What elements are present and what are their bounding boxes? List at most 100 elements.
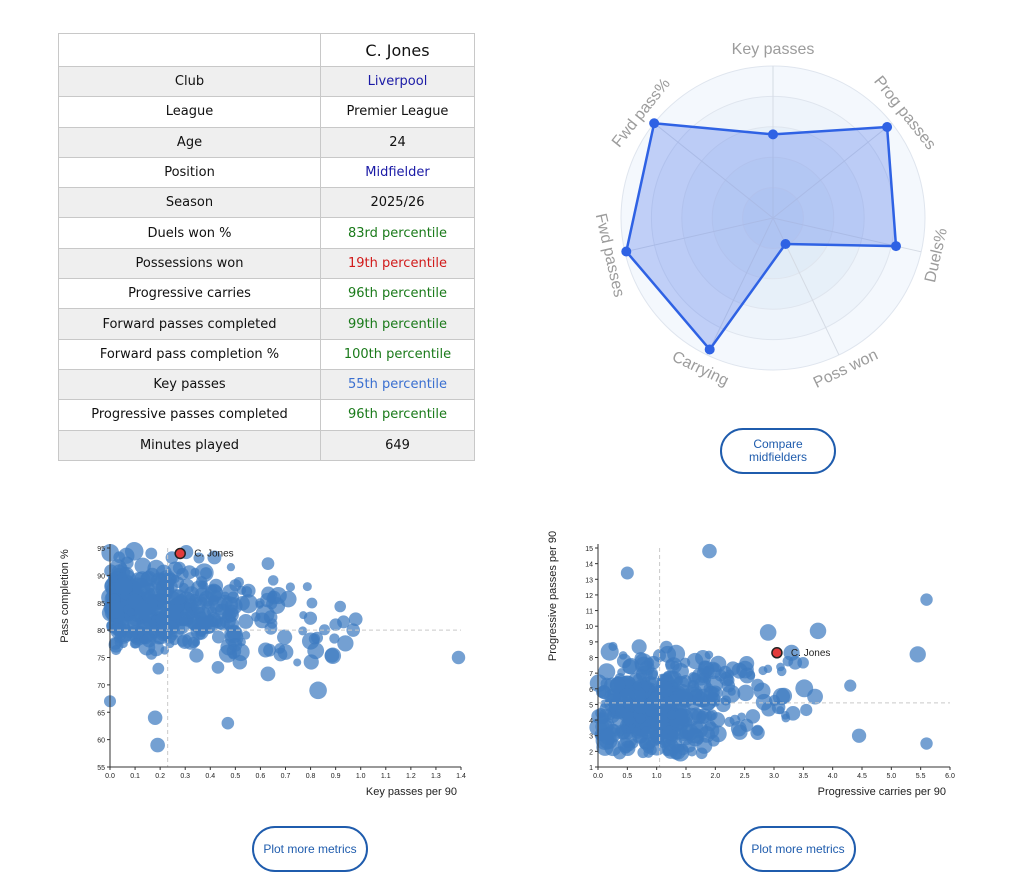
scatter-point <box>681 716 693 728</box>
scatter-point <box>222 609 233 620</box>
scatter-point <box>753 682 771 700</box>
scatter-point <box>629 684 647 703</box>
scatter-point <box>109 575 126 591</box>
scatter-point <box>702 722 720 739</box>
scatter-point <box>224 607 239 622</box>
scatter-point <box>104 590 123 608</box>
scatter-point <box>589 718 608 737</box>
scatter-point <box>293 658 302 667</box>
scatter-point <box>298 626 308 636</box>
scatter-point <box>171 589 187 605</box>
row-label: Possessions won <box>58 247 321 280</box>
scatter-point <box>646 744 657 756</box>
scatter-point <box>609 701 625 716</box>
scatter-point <box>123 590 135 602</box>
scatter-point <box>691 708 707 724</box>
scatter-point <box>608 700 620 712</box>
radar-ring <box>711 156 835 280</box>
scatter-point <box>662 726 677 741</box>
scatter-point <box>653 693 666 706</box>
scatter-point <box>740 718 754 732</box>
scatter-point <box>676 689 688 701</box>
scatter-point <box>702 543 717 559</box>
scatter-point <box>708 686 720 699</box>
row-label: Forward passes completed <box>58 308 321 340</box>
scatter-point <box>638 705 653 719</box>
scatter-point <box>662 747 671 757</box>
scatter-point <box>597 719 613 735</box>
scatter-point <box>621 678 636 693</box>
y-tick-label: 1 <box>589 765 593 772</box>
scatter-point <box>665 657 682 674</box>
scatter-point <box>678 704 691 717</box>
scatter-point <box>698 660 715 677</box>
row-label: Forward pass completion % <box>58 338 321 370</box>
scatter-point <box>194 563 214 583</box>
radar-point <box>621 246 632 257</box>
scatter-point <box>600 699 610 708</box>
scatter-point <box>134 602 152 620</box>
scatter-point <box>113 591 133 611</box>
scatter-point <box>169 635 180 646</box>
plot-more-metrics-button-2[interactable]: Plot more metrics <box>740 826 856 872</box>
scatter-point <box>599 728 616 745</box>
radar-point <box>649 118 660 129</box>
scatter-point <box>109 619 119 629</box>
scatter-point <box>172 601 185 614</box>
table-header-empty-cell <box>58 33 321 67</box>
compare-midfielders-button[interactable]: Compare midfielders <box>720 428 836 474</box>
x-tick-label: 1.3 <box>431 773 441 780</box>
scatter-points <box>589 543 933 762</box>
scatter-point <box>687 652 704 670</box>
scatter-point <box>180 611 195 626</box>
scatter-point <box>599 717 615 733</box>
scatter-point <box>118 638 128 649</box>
scatter-point <box>233 577 244 588</box>
scatter-point <box>698 660 712 674</box>
table-row: Age 24 <box>58 126 475 158</box>
scatter-point <box>155 564 172 581</box>
row-value: 19th percentile <box>320 247 475 280</box>
scatter-point <box>697 672 709 683</box>
scatter-point <box>652 688 664 699</box>
y-tick-label: 70 <box>97 683 105 690</box>
scatter-point <box>698 725 716 743</box>
scatter-point <box>190 580 208 597</box>
scatter-point <box>176 611 191 627</box>
radar-point <box>768 129 778 140</box>
scatter-point <box>107 586 124 603</box>
x-tick-label: 3.5 <box>798 773 808 780</box>
plot-more-metrics-button-1[interactable]: Plot more metrics <box>252 826 368 872</box>
scatter-point <box>104 564 118 578</box>
scatter-point <box>785 706 801 721</box>
x-tick-label: 0.1 <box>130 773 140 780</box>
scatter-point <box>596 687 607 698</box>
scatter-point <box>668 708 679 719</box>
scatter-point <box>653 735 665 746</box>
scatter-point <box>635 713 646 724</box>
scatter-point <box>630 716 647 732</box>
scatter-point <box>628 724 638 734</box>
scatter-point <box>638 686 649 698</box>
scatter-point <box>153 593 171 611</box>
x-tick-label: 2.5 <box>740 773 750 780</box>
scatter-point <box>118 577 129 588</box>
scatter-point <box>634 721 650 738</box>
x-tick-label: 0.7 <box>281 773 291 780</box>
scatter-point <box>182 565 197 580</box>
scatter-point <box>164 604 181 621</box>
scatter-point <box>689 707 703 721</box>
scatter-point <box>606 711 616 721</box>
scatter-point <box>663 722 678 737</box>
scatter-point <box>694 676 712 694</box>
scatter-point <box>191 599 206 614</box>
scatter-point <box>638 693 654 710</box>
x-tick-label: 1.0 <box>652 773 662 780</box>
scatter-point <box>685 684 703 702</box>
scatter-point <box>104 695 116 708</box>
row-label: Minutes played <box>58 429 321 461</box>
scatter-point <box>157 569 177 589</box>
scatter-point <box>251 612 261 622</box>
scatter-point <box>668 736 683 751</box>
scatter-point <box>625 682 639 695</box>
